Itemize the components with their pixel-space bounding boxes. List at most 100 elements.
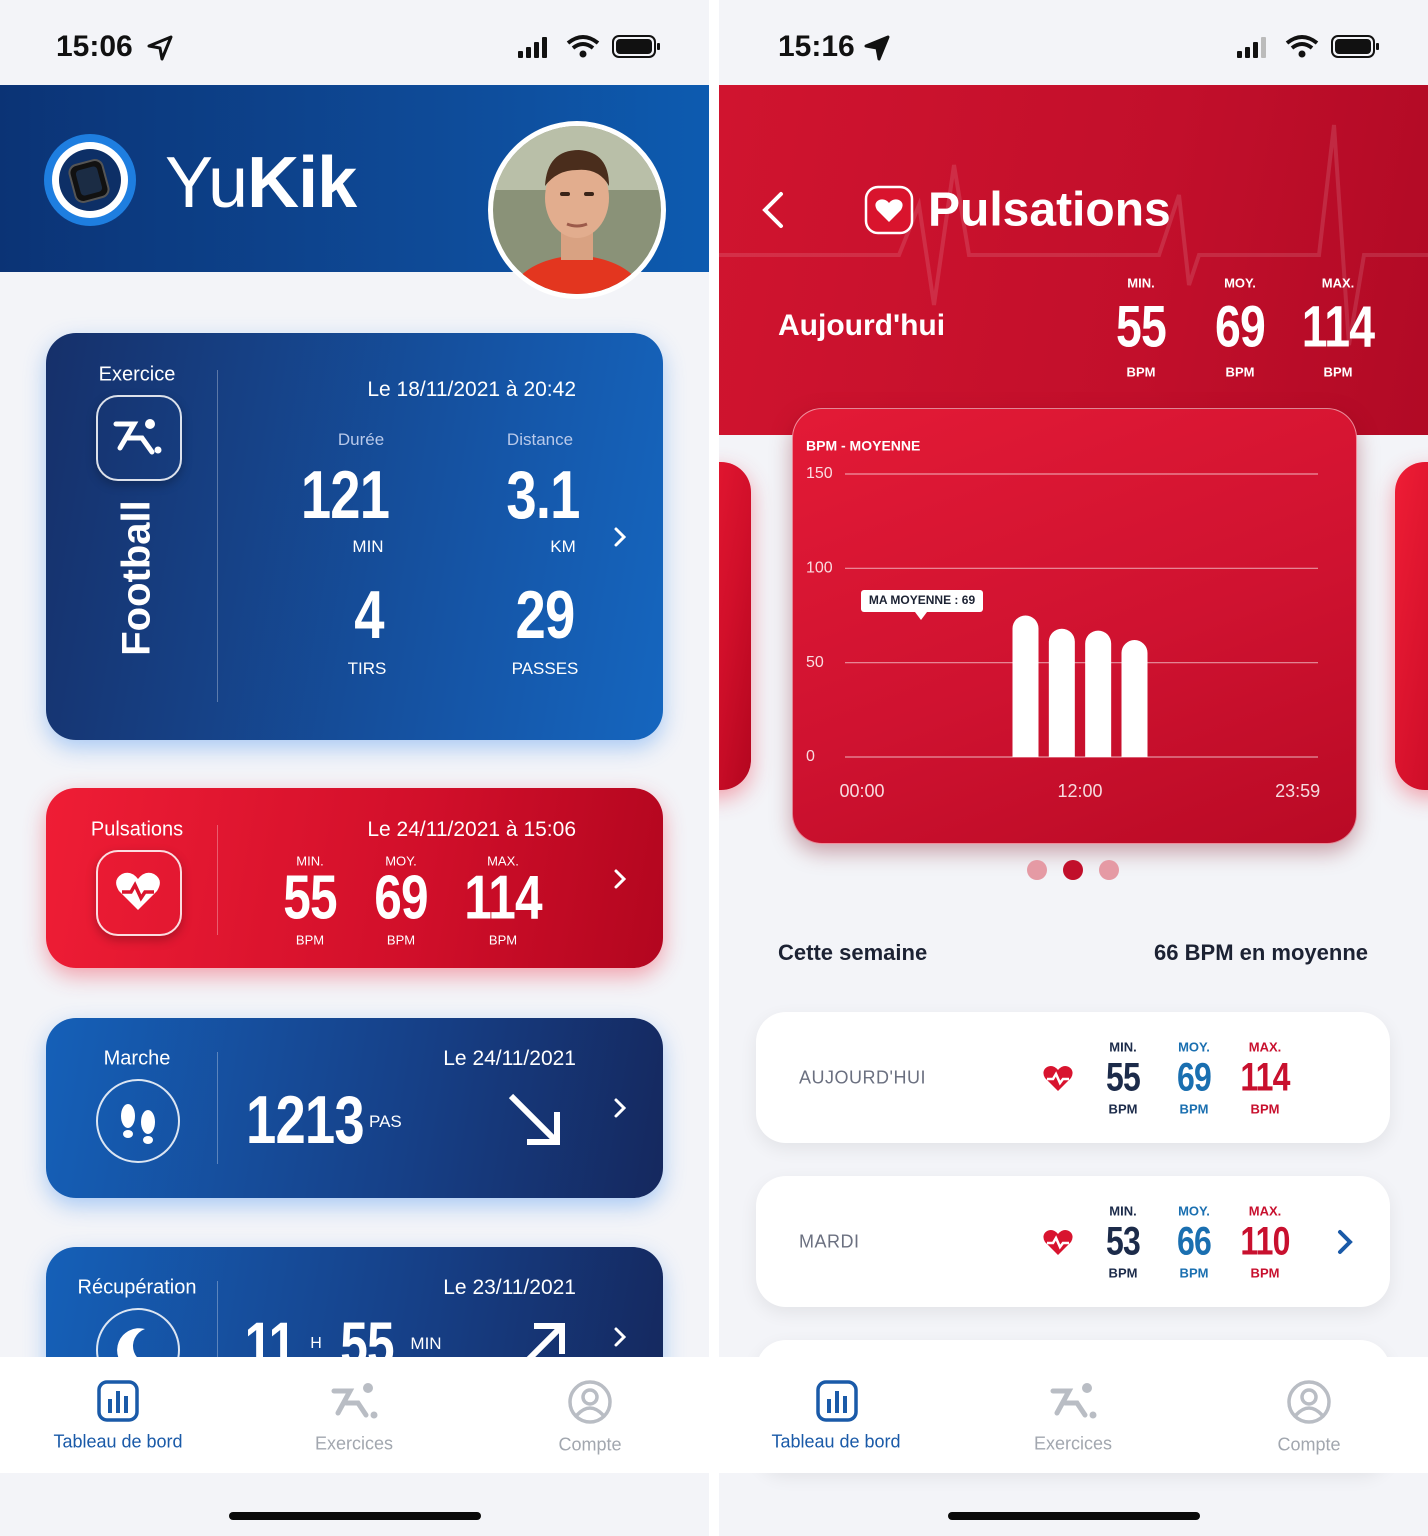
y-tick-label: 100 (806, 560, 833, 577)
tab-label[interactable]: Exercices (1033, 1433, 1113, 1454)
location-icon (864, 35, 890, 61)
back-button[interactable] (759, 190, 789, 230)
card-label: Pulsations (90, 818, 184, 841)
stat-label: MOY. (1224, 275, 1256, 291)
card-label: Marche (103, 1047, 171, 1070)
bar (1012, 615, 1039, 757)
annotation-pointer (915, 612, 927, 620)
profile-avatar[interactable] (487, 120, 667, 300)
chevron[interactable] (612, 1326, 628, 1348)
stat-value: 55 (1106, 1055, 1141, 1100)
card-date: Le 24/11/2021 à 15:06 (367, 818, 576, 841)
annotation: MA MOYENNE : 69 (869, 593, 976, 607)
heart-glyph (116, 872, 160, 910)
carousel-card-next[interactable] (1395, 462, 1428, 790)
stat-value: 66 (1177, 1219, 1212, 1264)
brand-bold: Kik (247, 143, 357, 223)
stat-value: 110 (1240, 1219, 1290, 1264)
tab-label[interactable]: Compte (1277, 1434, 1341, 1455)
stat-label: MIN. (296, 853, 324, 869)
stat-value: 114 (1301, 294, 1375, 360)
stat-unit: BPM (1250, 1101, 1280, 1117)
stat-unit: BPM (295, 932, 325, 948)
y-tick-label: 150 (806, 465, 833, 482)
y-tick-label: 0 (806, 748, 815, 765)
steps-unit: PAS (369, 1112, 402, 1131)
stat-unit: KM (550, 537, 576, 556)
status-icons (1237, 35, 1379, 58)
y-tick-label: 50 (806, 654, 824, 671)
steps-value: 1213 (246, 1082, 365, 1158)
tab-bar: Tableau de bord Exercices Compte (0, 1357, 709, 1473)
sport-name: Football (114, 500, 159, 656)
minutes-unit: MIN (410, 1334, 442, 1353)
pulse-screen: 15:16 Pulsations Aujourd'hui MIN. MOY. M… (719, 0, 1428, 1536)
brand: YuKik (165, 142, 357, 224)
stat-value: 55 (1115, 294, 1167, 360)
stat-unit: BPM (1250, 1265, 1280, 1281)
stat-unit: BPM (1179, 1265, 1209, 1281)
bar (1121, 640, 1148, 757)
x-tick-label: 23:59 (1275, 781, 1320, 801)
carousel-card-prev[interactable] (719, 462, 751, 790)
tab-label[interactable]: Compte (558, 1434, 622, 1455)
card-date: Le 18/11/2021 à 20:42 (367, 378, 576, 401)
status-icons (518, 35, 660, 58)
tab-icon[interactable] (567, 1379, 613, 1425)
brand-light: Yu (165, 143, 248, 223)
home-indicator (229, 1512, 481, 1520)
stat-label: MAX. (1321, 275, 1355, 291)
card-label: Récupération (77, 1276, 197, 1299)
x-tick-label: 00:00 (839, 781, 884, 801)
week-summary: 66 BPM en moyenne (1154, 940, 1368, 965)
stat-value: 114 (1240, 1055, 1290, 1100)
divider (217, 825, 218, 935)
home-indicator (948, 1512, 1200, 1520)
tab-icon[interactable] (1049, 1381, 1099, 1421)
divider (217, 1281, 218, 1381)
chevron[interactable] (612, 868, 628, 890)
chevron[interactable] (1335, 1229, 1355, 1255)
tab-icon[interactable] (96, 1379, 140, 1423)
ecg-background (719, 124, 1428, 346)
trend-down-icon (508, 1093, 560, 1145)
exercise-icon (96, 395, 182, 481)
page-title: Pulsations (928, 183, 1171, 237)
stat-value: 69 (1177, 1055, 1212, 1100)
title-icon (864, 185, 914, 235)
stat-value: 29 (515, 577, 576, 653)
stat-label: MAX. (1248, 1203, 1282, 1219)
stat-label: MIN. (1109, 1203, 1137, 1219)
stat-value: 69 (374, 863, 428, 933)
stat-label: MIN. (1127, 275, 1155, 291)
tab-bar: Tableau de bord Exercices Compte (719, 1357, 1428, 1473)
card-date: Le 24/11/2021 (443, 1047, 576, 1070)
stat-unit: BPM (1108, 1101, 1138, 1117)
divider (217, 1052, 218, 1164)
stat-label: MOY. (1178, 1203, 1210, 1219)
tab-label[interactable]: Exercices (314, 1433, 394, 1454)
logo (44, 134, 136, 226)
stat-label: MOY. (385, 853, 417, 869)
week-label: Cette semaine (778, 940, 928, 965)
walk-card[interactable] (46, 1018, 663, 1198)
tab-label[interactable]: Tableau de bord (771, 1431, 901, 1452)
stat-value: 3.1 (506, 457, 580, 533)
tab-icon[interactable] (330, 1381, 380, 1421)
tab-label[interactable]: Tableau de bord (53, 1431, 183, 1452)
stat-unit: BPM (488, 932, 518, 948)
stat-label: MAX. (1248, 1039, 1282, 1055)
exercise-card[interactable] (46, 333, 663, 740)
card-label: Exercice (98, 363, 176, 386)
chevron[interactable] (612, 1097, 628, 1119)
stat-value: 69 (1214, 294, 1266, 360)
day-card[interactable] (756, 1176, 1390, 1307)
chevron[interactable] (612, 526, 628, 548)
tab-icon[interactable] (815, 1379, 859, 1423)
day-card[interactable] (756, 1012, 1390, 1143)
stat-label: Durée (337, 430, 385, 449)
pagination-dots[interactable] (1019, 855, 1129, 885)
tab-icon[interactable] (1286, 1379, 1332, 1425)
